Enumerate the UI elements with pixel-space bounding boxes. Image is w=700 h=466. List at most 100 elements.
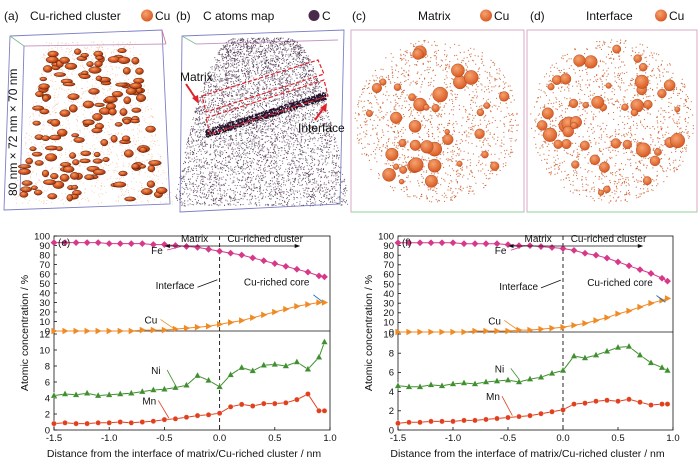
cu-atom (41, 73, 42, 75)
c-atom (186, 196, 189, 198)
c-atom (249, 171, 251, 173)
c-atom (279, 185, 281, 187)
c-atom (271, 152, 274, 154)
c-atom (248, 110, 250, 112)
c-atom (331, 131, 333, 133)
cu-cluster (18, 168, 31, 175)
cu-atom (138, 144, 140, 146)
c-atom (258, 145, 261, 147)
cu-atom (81, 145, 83, 147)
c-atom (300, 140, 302, 142)
c-atom (306, 200, 308, 202)
cu-atom (128, 78, 129, 80)
c-atom (203, 167, 205, 169)
c-atom (221, 196, 223, 198)
c-atom (259, 39, 261, 41)
cu-cluster (56, 128, 68, 137)
c-atom (194, 111, 196, 113)
cu-atom (38, 199, 40, 201)
c-atom (191, 158, 193, 160)
c-atom (292, 154, 294, 156)
c-atom (313, 188, 315, 190)
cu-atom (107, 145, 109, 146)
cu-atom (46, 106, 48, 107)
cu-cluster (95, 75, 103, 82)
cu-atom (112, 73, 114, 74)
c-atom (299, 173, 301, 175)
cu-atom (79, 132, 81, 134)
cu-cluster (72, 159, 80, 166)
c-atom (273, 204, 275, 206)
c-atom (308, 170, 310, 172)
cu-cluster (139, 164, 147, 169)
cu-cluster (79, 158, 91, 164)
c-atom (192, 119, 194, 121)
cu-cluster (139, 146, 147, 153)
cu-atom (50, 150, 52, 152)
cu-atom (102, 46, 103, 48)
c-atom (309, 61, 311, 63)
c-atom (197, 143, 199, 145)
c-atom (272, 59, 274, 61)
c-atom (264, 184, 266, 186)
c-atom (250, 174, 252, 176)
c-atom (239, 53, 241, 56)
cu-atom (93, 192, 95, 194)
c-atom (256, 102, 258, 104)
c-atom (331, 162, 333, 164)
c-atom (320, 169, 322, 171)
cu-atom (162, 183, 164, 185)
c-atom (224, 104, 226, 106)
c-atom (279, 38, 281, 40)
c-atom (275, 193, 277, 195)
c-atom (235, 130, 237, 132)
c-atom (190, 189, 192, 191)
c-atom (326, 143, 328, 145)
c-atom (293, 114, 295, 116)
c-atom (253, 153, 255, 155)
cu-atom (63, 65, 65, 67)
cu-atom (140, 190, 141, 192)
c-atom (217, 102, 219, 104)
c-atom (284, 48, 286, 50)
c-atom (303, 126, 306, 128)
c-atom (197, 176, 199, 178)
cu-atom (50, 80, 52, 81)
cu-atom (109, 134, 111, 136)
c-atom (221, 118, 223, 120)
c-atom (179, 192, 182, 194)
c-atom (294, 124, 296, 127)
c-atom (246, 179, 248, 181)
c-atom (276, 139, 278, 141)
c-atom (289, 74, 291, 76)
cu-atom (127, 157, 129, 159)
cu-atom (94, 186, 96, 187)
cu-cluster (88, 66, 102, 74)
c-atom (336, 203, 339, 205)
c-atom (238, 90, 240, 92)
c-atom (309, 205, 311, 207)
cu-atom (45, 190, 47, 192)
c-atom (288, 81, 290, 83)
cu-atom (129, 82, 131, 84)
c-atom (217, 53, 219, 55)
cu-atom (36, 183, 37, 185)
c-atom (271, 44, 273, 46)
c-atom (213, 151, 215, 153)
c-atom (344, 178, 346, 180)
c-atom (282, 85, 284, 87)
c-atom (207, 167, 209, 169)
c-atom (292, 96, 295, 99)
c-atom (275, 144, 277, 146)
c-atom (292, 184, 294, 186)
c-atom (303, 177, 305, 179)
c-atom (227, 146, 229, 148)
c-atom (261, 135, 263, 137)
cu-atom (80, 198, 82, 200)
c-atom (319, 173, 321, 175)
c-atom (231, 64, 233, 66)
c-atom (311, 193, 314, 196)
c-atom (237, 163, 239, 165)
c-atom (302, 116, 304, 118)
c-atom (311, 84, 313, 86)
